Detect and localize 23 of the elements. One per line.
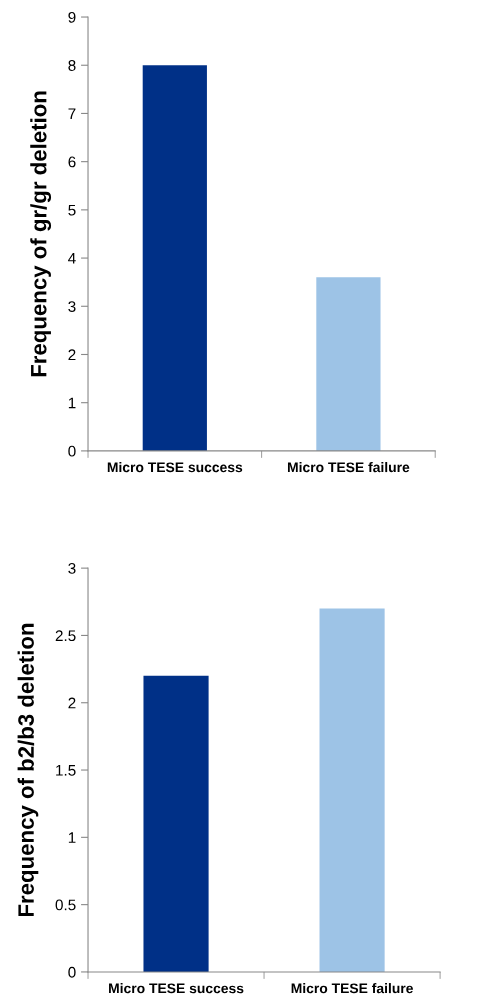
y-tick-label: 4 bbox=[68, 253, 76, 264]
y-tick-label: 3 bbox=[68, 301, 76, 312]
y-tick-label: 9 bbox=[68, 11, 76, 23]
y-tick-label: 7 bbox=[68, 108, 76, 119]
y-axis-title: Frequency of b2/b3 deletion bbox=[17, 623, 39, 917]
x-tick-label: Micro TESE failure bbox=[287, 462, 410, 473]
x-tick-label: Micro TESE success bbox=[109, 983, 244, 994]
y-tick-label: 1.5 bbox=[56, 765, 76, 776]
y-tick-label: 1 bbox=[68, 397, 76, 409]
y-tick-label: 2 bbox=[68, 349, 76, 361]
y-tick-label: 2.5 bbox=[55, 630, 76, 642]
y-axis-title: Frequency of gr/gr deletion bbox=[30, 91, 52, 377]
y-tick-label: 2 bbox=[68, 697, 76, 709]
y-tick-label: 1 bbox=[68, 832, 76, 843]
y-tick-label: 6 bbox=[68, 156, 76, 168]
y-tick-label: 0.5 bbox=[55, 899, 76, 911]
y-tick-label: 8 bbox=[68, 60, 76, 71]
y-tick-label: 5 bbox=[68, 204, 76, 216]
y-tick-label: 3 bbox=[68, 563, 76, 574]
y-tick-label: 0 bbox=[68, 966, 76, 978]
x-tick-label: Micro TESE success bbox=[107, 462, 243, 473]
x-tick-label: Micro TESE failure bbox=[291, 983, 413, 994]
y-tick-label: 0 bbox=[68, 445, 76, 457]
